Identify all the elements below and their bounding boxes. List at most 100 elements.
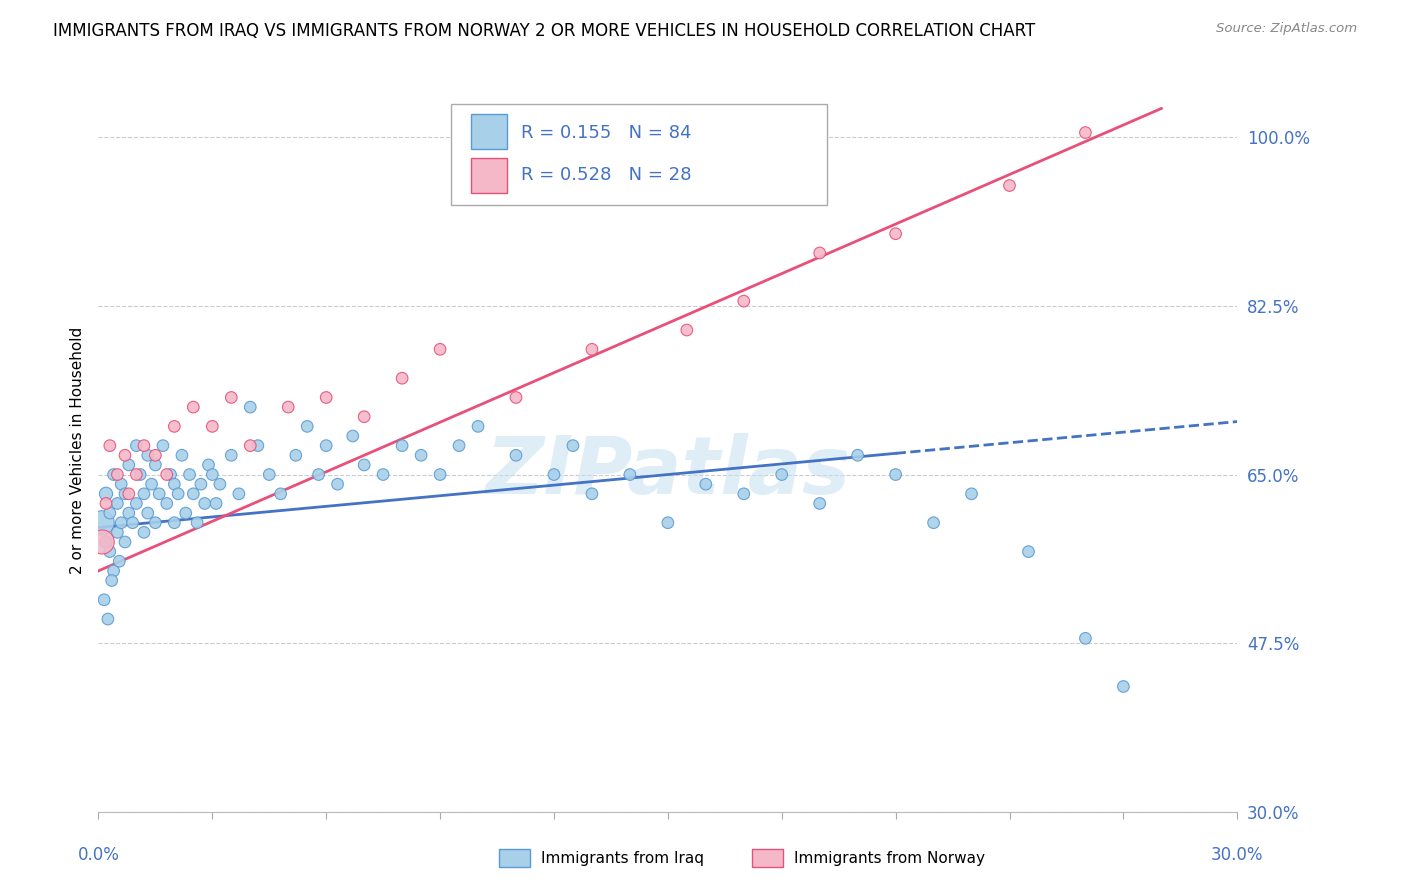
Point xyxy=(110,516,132,530)
Point xyxy=(163,516,186,530)
Point xyxy=(170,448,193,462)
Point xyxy=(103,467,125,482)
Point xyxy=(163,477,186,491)
Point xyxy=(505,448,527,462)
Point xyxy=(125,496,148,510)
Point xyxy=(103,564,125,578)
Point xyxy=(145,448,167,462)
Point xyxy=(221,448,243,462)
Point xyxy=(447,439,470,453)
Point xyxy=(619,467,641,482)
Text: 30.0%: 30.0% xyxy=(1211,847,1264,864)
Point xyxy=(108,554,131,568)
Point xyxy=(186,516,208,530)
FancyBboxPatch shape xyxy=(471,114,508,149)
Point xyxy=(118,458,141,472)
Point xyxy=(391,371,413,385)
Point xyxy=(125,467,148,482)
Point xyxy=(107,467,129,482)
Point xyxy=(197,458,219,472)
Point xyxy=(107,496,129,510)
Point xyxy=(179,467,201,482)
Point xyxy=(98,439,121,453)
Point xyxy=(581,487,603,501)
Point xyxy=(770,467,793,482)
Point xyxy=(98,544,121,558)
Point xyxy=(156,467,179,482)
Point xyxy=(884,227,907,241)
Point xyxy=(221,391,243,405)
Point xyxy=(100,574,122,588)
Point xyxy=(326,477,349,491)
Point xyxy=(107,525,129,540)
Point xyxy=(94,535,117,549)
Point xyxy=(808,246,831,260)
Point xyxy=(132,525,155,540)
Point xyxy=(259,467,281,482)
Point xyxy=(91,535,114,549)
Point xyxy=(94,496,117,510)
Point xyxy=(136,448,159,462)
Point xyxy=(98,506,121,520)
Point xyxy=(315,439,337,453)
Point xyxy=(467,419,489,434)
Point xyxy=(129,467,152,482)
Text: ZIPatlas: ZIPatlas xyxy=(485,434,851,511)
Point xyxy=(581,343,603,357)
Point xyxy=(208,477,231,491)
Point xyxy=(676,323,699,337)
Point xyxy=(239,439,262,453)
Point xyxy=(342,429,364,443)
Point xyxy=(91,516,114,530)
Point xyxy=(353,409,375,424)
Point xyxy=(391,439,413,453)
Point xyxy=(429,343,451,357)
Point xyxy=(121,516,143,530)
Text: Immigrants from Norway: Immigrants from Norway xyxy=(794,851,986,865)
Point xyxy=(174,506,197,520)
FancyBboxPatch shape xyxy=(451,103,827,205)
Point xyxy=(1112,680,1135,694)
Point xyxy=(201,419,224,434)
Text: Immigrants from Iraq: Immigrants from Iraq xyxy=(541,851,704,865)
Point xyxy=(156,496,179,510)
Point xyxy=(1074,632,1097,646)
Point xyxy=(118,487,141,501)
Point xyxy=(183,487,205,501)
Point xyxy=(657,516,679,530)
Point xyxy=(114,448,136,462)
Point xyxy=(1074,126,1097,140)
Point xyxy=(429,467,451,482)
Text: 0.0%: 0.0% xyxy=(77,847,120,864)
Point xyxy=(808,496,831,510)
Point xyxy=(145,516,167,530)
Point xyxy=(922,516,945,530)
Point xyxy=(284,448,307,462)
Point xyxy=(411,448,433,462)
Point xyxy=(239,400,262,414)
Point xyxy=(353,458,375,472)
Point xyxy=(1018,544,1040,558)
Text: IMMIGRANTS FROM IRAQ VS IMMIGRANTS FROM NORWAY 2 OR MORE VEHICLES IN HOUSEHOLD C: IMMIGRANTS FROM IRAQ VS IMMIGRANTS FROM … xyxy=(53,22,1036,40)
Point xyxy=(998,178,1021,193)
Point xyxy=(543,467,565,482)
Point xyxy=(110,477,132,491)
Point xyxy=(145,458,167,472)
Point xyxy=(159,467,181,482)
Point xyxy=(371,467,394,482)
Point xyxy=(205,496,228,510)
Point xyxy=(141,477,163,491)
Point xyxy=(183,400,205,414)
Point xyxy=(167,487,190,501)
Point xyxy=(960,487,983,501)
Point xyxy=(733,294,755,309)
Point xyxy=(733,487,755,501)
Point xyxy=(132,439,155,453)
Point xyxy=(114,535,136,549)
Point xyxy=(315,391,337,405)
Point xyxy=(148,487,170,501)
FancyBboxPatch shape xyxy=(471,158,508,193)
Point xyxy=(201,467,224,482)
Point xyxy=(136,506,159,520)
Point xyxy=(97,612,120,626)
